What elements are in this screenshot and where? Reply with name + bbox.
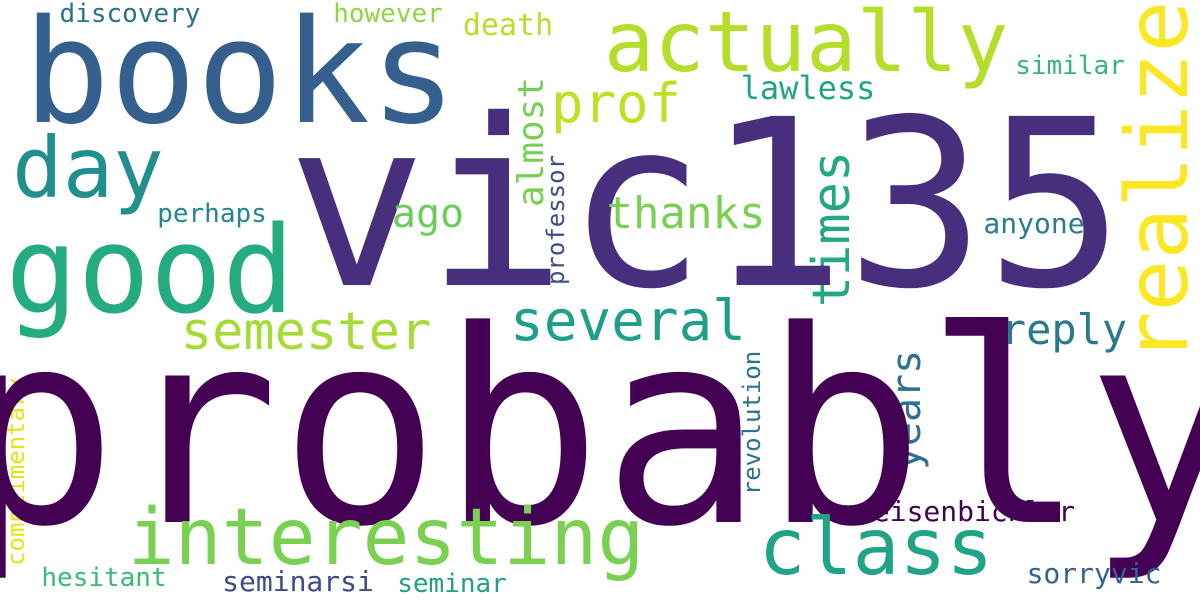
word-thanks: thanks	[606, 188, 766, 239]
word-class: class	[758, 503, 994, 593]
word-ago: ago	[391, 191, 465, 237]
word-prof: prof	[550, 72, 682, 135]
word-discovery: discovery	[59, 0, 201, 29]
word-good: good	[5, 202, 295, 341]
word-seminarsi: seminarsi	[222, 565, 374, 598]
word-seminar: seminar	[397, 569, 507, 599]
word-similar: similar	[1015, 51, 1125, 81]
word-vic135: vic135	[286, 70, 1126, 340]
word-eisenbichler: eisenbichler	[872, 495, 1076, 528]
word-death: death	[462, 8, 554, 43]
word-day: day	[12, 119, 164, 217]
word-probably: probably	[0, 274, 1200, 586]
word-semester: semester	[180, 302, 432, 362]
word-hesitant: hesitant	[41, 563, 167, 593]
word-lawless: lawless	[740, 69, 876, 107]
word-actually: actually	[603, 0, 1009, 91]
word-perhaps: perhaps	[157, 199, 267, 229]
word-however: however	[333, 0, 443, 29]
word-several: several	[509, 289, 747, 354]
word-interesting: interesting	[127, 493, 645, 583]
word-anyone: anyone	[983, 207, 1085, 240]
word-reply: reply	[1000, 305, 1128, 354]
word-books: books	[23, 0, 457, 156]
word-sorryvic: sorryvic	[1026, 557, 1162, 590]
